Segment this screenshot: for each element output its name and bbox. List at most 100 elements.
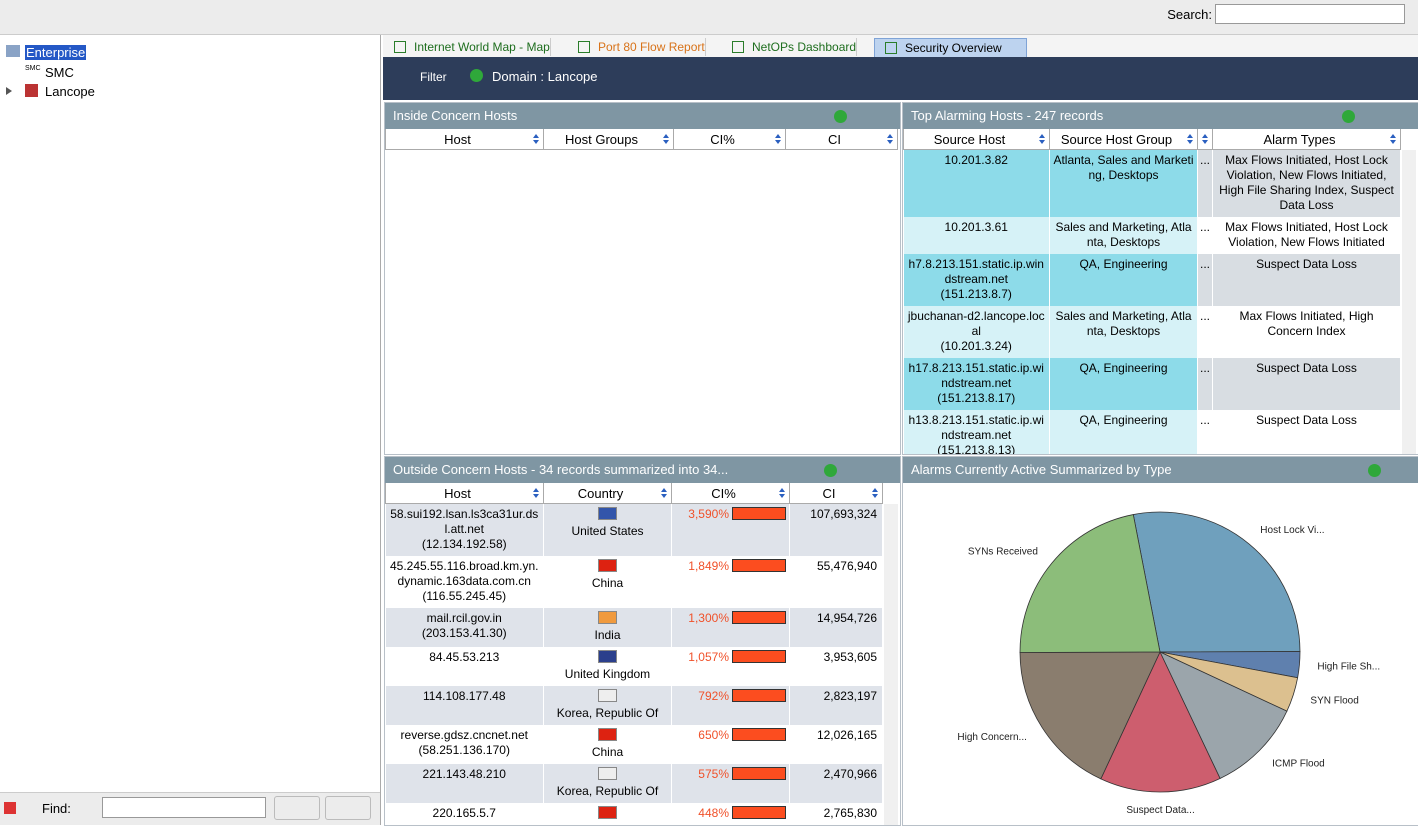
host-cell: 221.143.48.210 <box>385 764 544 803</box>
flag-icon <box>598 689 617 702</box>
find-box[interactable] <box>102 797 266 818</box>
tree-expander[interactable] <box>6 87 16 95</box>
tab-active[interactable]: Security Overview <box>874 38 1027 58</box>
country-name: Korea, Republic Of <box>556 784 659 798</box>
flag-icon <box>598 507 617 520</box>
ci-bar <box>732 559 786 572</box>
column-header[interactable]: CI <box>785 129 898 150</box>
country-cell <box>543 803 672 825</box>
scrollbar[interactable] <box>1402 150 1416 454</box>
host-name: 58.sui192.lsan.ls3ca31ur.dsl.att.net <box>390 507 539 536</box>
find-label: Find: <box>42 801 71 816</box>
host-ip: (12.134.192.58) <box>421 537 507 551</box>
go-icon[interactable] <box>1342 110 1355 123</box>
go-icon[interactable] <box>824 464 837 477</box>
tree-item[interactable]: Lancope <box>45 84 95 99</box>
host-cell: 10.201.3.82 <box>903 149 1050 217</box>
country-cell: Korea, Republic Of <box>543 764 672 803</box>
pie-slice <box>1132 511 1301 653</box>
find-prev[interactable] <box>325 796 371 820</box>
domain-label[interactable]: Domain : Lancope <box>492 69 598 84</box>
alarm-cell: Suspect Data Loss <box>1212 254 1401 306</box>
host-name: 10.201.3.82 <box>944 153 1008 167</box>
ci-pct: 650% <box>698 728 729 742</box>
country-name: United Kingdom <box>564 667 651 681</box>
host-ip: (116.55.245.45) <box>422 589 507 603</box>
alarm-cell: Max Flows Initiated, Host Lock Violation… <box>1212 217 1401 254</box>
table-row: mail.rcil.gov.in (203.153.41.30) India 1,30… <box>385 608 883 647</box>
close-find[interactable] <box>4 802 16 814</box>
host-name: jbuchanan-d2.lancope.local <box>907 309 1045 338</box>
host-cell: 45.245.55.116.broad.km.yn.dynamic.163dat… <box>385 556 544 608</box>
ci-bar <box>732 728 786 741</box>
scrollbar[interactable] <box>884 504 898 825</box>
find-next[interactable] <box>274 796 320 820</box>
table-row: h13.8.213.151.static.ip.windstream.net (1… <box>903 410 1401 454</box>
ci-pct: 3,590% <box>688 507 729 521</box>
pie-label: High Concern... <box>957 732 1026 743</box>
host-name: 84.45.53.213 <box>429 650 500 664</box>
panel-header: Top Alarming Hosts - 247 records <box>903 103 1418 129</box>
tab[interactable]: NetOPs Dashboard <box>722 38 858 56</box>
column-header[interactable]: Host <box>385 129 544 150</box>
column-header[interactable] <box>1197 129 1213 150</box>
domain-icon <box>470 69 483 82</box>
ci-pct-cell: 1,849% <box>671 556 790 608</box>
column-header[interactable]: Source Host <box>903 129 1050 150</box>
column-header[interactable]: CI% <box>671 483 790 504</box>
panel-header: Inside Concern Hosts <box>385 103 900 129</box>
flag-icon <box>598 806 617 819</box>
tree-item[interactable]: SMC <box>45 65 74 80</box>
country-cell: China <box>543 725 672 764</box>
more-cell: ... <box>1197 358 1213 410</box>
host-name: 45.245.55.116.broad.km.yn.dynamic.163dat… <box>389 559 539 588</box>
tab[interactable]: Port 80 Flow Report <box>568 38 706 56</box>
country-name: United States <box>571 524 644 538</box>
panel-title: Outside Concern Hosts - 34 records summa… <box>393 462 729 477</box>
column-header[interactable]: Alarm Types <box>1212 129 1401 150</box>
outside-panel: Outside Concern Hosts - 34 records summa… <box>384 456 901 826</box>
filter-button[interactable]: Filter <box>420 70 447 84</box>
search-box[interactable] <box>1215 4 1405 24</box>
host-cell: 84.45.53.213 <box>385 647 544 686</box>
ci-pct-cell: 3,590% <box>671 503 790 556</box>
host-name: h13.8.213.151.static.ip.windstream.net <box>908 413 1044 442</box>
column-header[interactable]: Source Host Group <box>1049 129 1198 150</box>
ci-pct: 448% <box>698 806 729 820</box>
ci-bar <box>732 689 786 702</box>
panel-header: Outside Concern Hosts - 34 records summa… <box>385 457 900 483</box>
inside-table: Host Host Groups CI% CI <box>385 129 898 150</box>
more-cell: ... <box>1197 410 1213 454</box>
column-header[interactable]: Country <box>543 483 672 504</box>
flag-icon <box>598 559 617 572</box>
table-row: 10.201.3.82 Atlanta, Sales and Marketing,… <box>903 149 1401 217</box>
column-header[interactable]: Host Groups <box>543 129 674 150</box>
flag-icon <box>598 728 617 741</box>
table-row: jbuchanan-d2.lancope.local (10.201.3.24) S… <box>903 306 1401 358</box>
go-icon[interactable] <box>1368 464 1381 477</box>
go-icon[interactable] <box>834 110 847 123</box>
group-cell: QA, Engineering <box>1049 358 1198 410</box>
group-cell: QA, Engineering <box>1049 410 1198 454</box>
find-bar: Find: <box>0 792 380 825</box>
table-row: 114.108.177.48 Korea, Republic Of 792% 2,82… <box>385 686 883 725</box>
host-cell: reverse.gdsz.cncnet.net (58.251.136.170) <box>385 725 544 764</box>
ci-pct-cell: 650% <box>671 725 790 764</box>
panel-title: Alarms Currently Active Summarized by Ty… <box>911 462 1172 477</box>
country-cell: United Kingdom <box>543 647 672 686</box>
top-alarming-table: Source Host Source Host Group Alarm Types 1… <box>903 129 1401 454</box>
column-header[interactable]: CI% <box>673 129 786 150</box>
country-cell: Korea, Republic Of <box>543 686 672 725</box>
host-cell: h7.8.213.151.static.ip.windstream.net (15… <box>903 254 1050 306</box>
host-cell: 58.sui192.lsan.ls3ca31ur.dsl.att.net (12.… <box>385 503 544 556</box>
host-cell: jbuchanan-d2.lancope.local (10.201.3.24) <box>903 306 1050 358</box>
ci-pct: 1,057% <box>688 650 729 664</box>
outside-table: Host Country CI% CI 58.sui192.lsan.ls3ca31ur… <box>385 483 883 825</box>
table-row: reverse.gdsz.cncnet.net (58.251.136.170) C… <box>385 725 883 764</box>
tree-item[interactable]: Enterprise <box>25 45 87 60</box>
tab[interactable]: Internet World Map - Map <box>384 38 551 56</box>
column-header[interactable]: Host <box>385 483 544 504</box>
pie-label: Suspect Data... <box>1126 805 1194 816</box>
column-header[interactable]: CI <box>789 483 883 504</box>
